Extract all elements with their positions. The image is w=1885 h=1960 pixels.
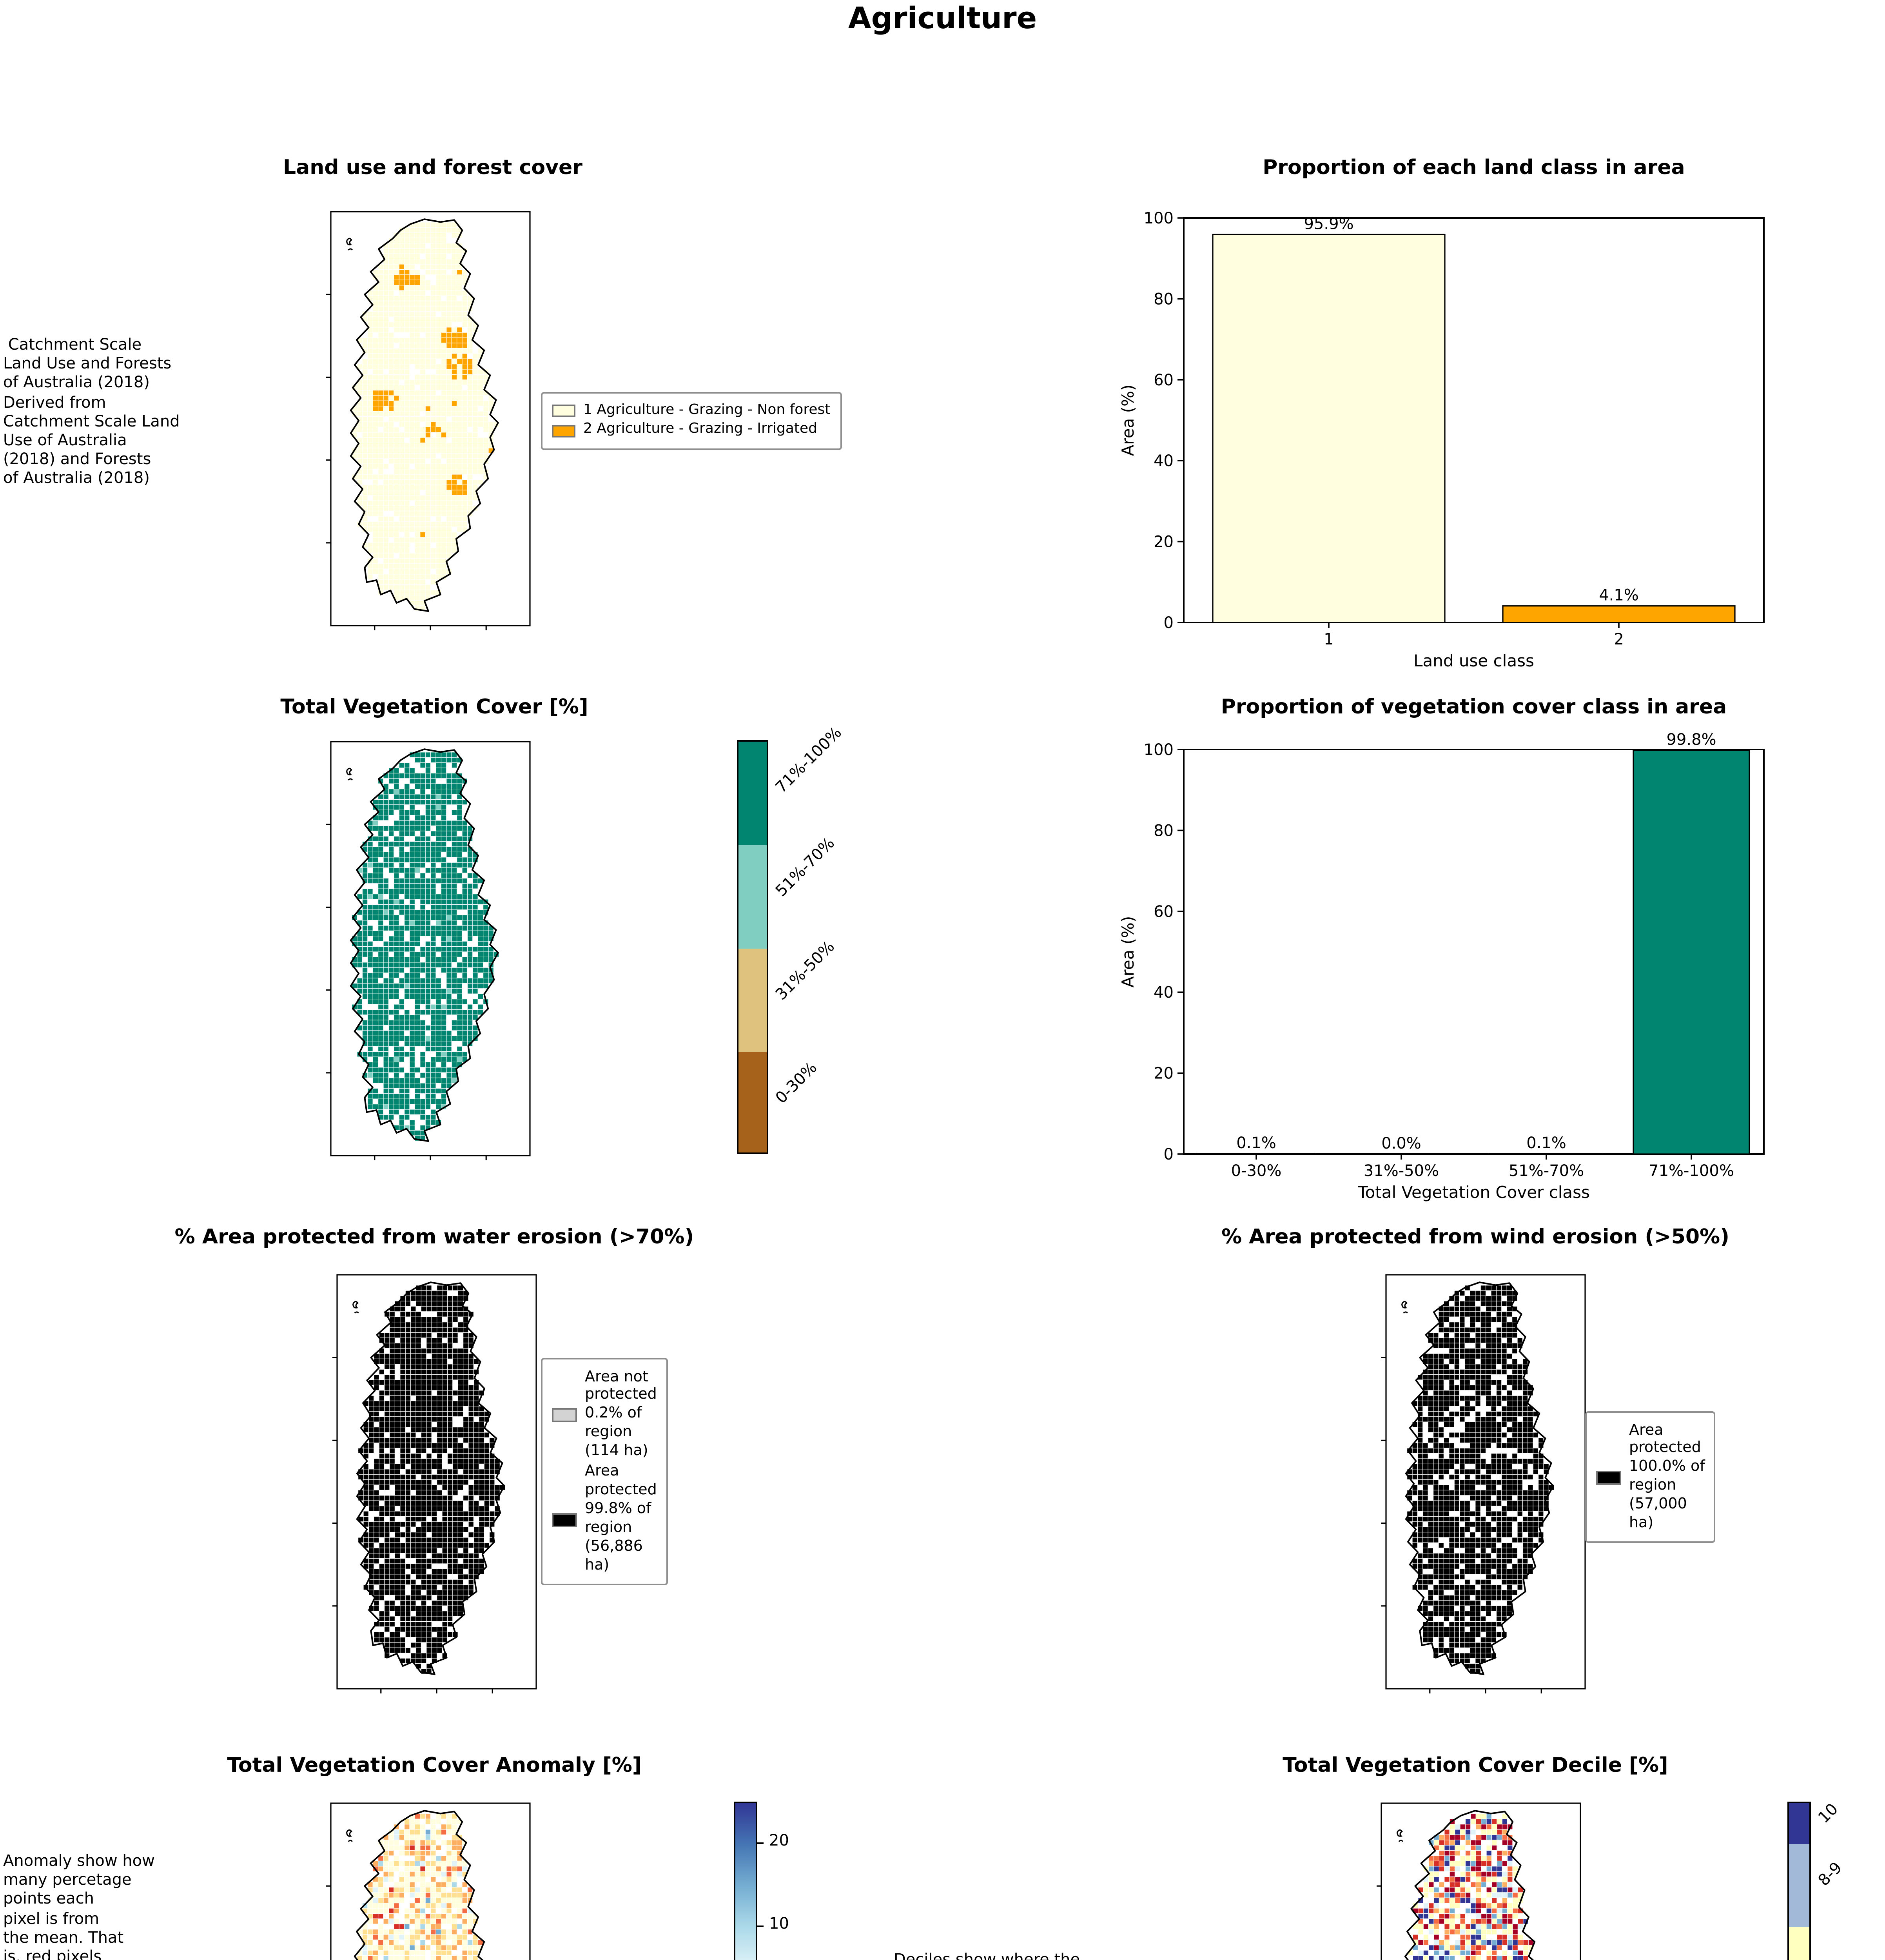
veg-cover-map: [326, 741, 531, 1160]
y-axis-label: Area (%): [1118, 385, 1138, 456]
decile-map: [1377, 1802, 1581, 1960]
veg-cover-map-title: Total Vegetation Cover [%]: [280, 696, 588, 720]
x-tick-label: 51%-70%: [1509, 1162, 1584, 1180]
legend-label: 1 Agriculture - Grazing - Non forest: [583, 402, 831, 418]
region-outline: [356, 1281, 505, 1675]
veg-cover-colorbar: 71%-100% 51%-70% 31%-50% 0-30%: [737, 724, 846, 1154]
x-tick-label: 71%-100%: [1649, 1162, 1734, 1180]
land-use-map: [326, 211, 531, 630]
y-tick-label: 0: [1164, 614, 1174, 632]
water-erosion-map-title: % Area protected from water erosion (>70…: [174, 1226, 694, 1250]
region-outline: [354, 1810, 485, 1960]
y-tick-label: 80: [1154, 822, 1174, 840]
bar: [1212, 234, 1446, 623]
land-use-legend: 1 Agriculture - Grazing - Non forest 2 Ag…: [541, 392, 842, 450]
y-tick-label: 100: [1144, 741, 1174, 759]
legend-swatch: [552, 1512, 577, 1526]
legend-label: 2 Agriculture - Grazing - Irrigated: [583, 422, 818, 438]
wind-erosion-map: [1381, 1274, 1586, 1693]
legend-swatch: [1596, 1470, 1621, 1485]
bar: [1633, 750, 1750, 1155]
y-tick-label: 20: [1154, 1065, 1174, 1083]
region-outline: [1404, 1810, 1536, 1960]
legend-entry: 1 Agriculture - Grazing - Non forest: [552, 402, 830, 420]
colorbar-body: [737, 740, 768, 1154]
colorbar-tick: [757, 1925, 763, 1927]
anomaly-map: [326, 1802, 531, 1960]
x-tick-label: 31%-50%: [1364, 1162, 1439, 1180]
legend-entry: Area not protected 0.2% of region (114 h…: [552, 1368, 657, 1461]
y-tick-label: 80: [1154, 290, 1174, 308]
bar-value-label: 99.8%: [1666, 731, 1716, 749]
legend-label: Area not protected 0.2% of region (114 h…: [585, 1368, 657, 1460]
colorbar-segment: [738, 1052, 767, 1152]
wind-erosion-map-title: % Area protected from wind erosion (>50%…: [1221, 1226, 1729, 1250]
wind-erosion-legend: Area protected 100.0% of region (57,000 …: [1585, 1411, 1716, 1543]
bar-value-label: 0.1%: [1526, 1134, 1566, 1152]
water-erosion-map: [332, 1274, 537, 1693]
y-tick-label: 100: [1144, 209, 1174, 227]
legend-entry: 2 Agriculture - Grazing - Irrigated: [552, 422, 830, 440]
legend-label: Area protected 100.0% of region (57,000 …: [1629, 1421, 1705, 1532]
anomaly-colorbar: 20100−10−20: [734, 1802, 789, 1960]
colorbar-label: 51%-70%: [773, 835, 839, 901]
decile-note: Deciles show where the pixel value lies …: [894, 1952, 1110, 1960]
bar-value-label: 0.1%: [1236, 1134, 1276, 1152]
y-tick-label: 40: [1154, 984, 1174, 1002]
anomaly-note: Anomaly show how many percetage points e…: [3, 1853, 155, 1960]
x-tick-label: 1: [1324, 630, 1333, 648]
colorbar-tick-label: 20: [769, 1833, 789, 1851]
legend-entry: Area protected 99.8% of region (56,886 h…: [552, 1464, 657, 1575]
land-use-source-note: Catchment Scale Land Use and Forests of …: [3, 337, 180, 488]
y-tick-label: 60: [1154, 903, 1174, 921]
x-tick-label: 0-30%: [1231, 1162, 1282, 1180]
legend-entry: Area protected 100.0% of region (57,000 …: [1596, 1421, 1705, 1533]
colorbar-segment: [738, 949, 767, 1052]
y-tick-label: 0: [1164, 1145, 1174, 1163]
colorbar-tick: [757, 1842, 763, 1844]
land-class-chart-title: Proportion of each land class in area: [1263, 157, 1685, 180]
x-tick-label: 2: [1614, 630, 1624, 648]
colorbar-segment: [1789, 1844, 1809, 1927]
legend-swatch: [552, 1407, 577, 1422]
bar-value-label: 95.9%: [1304, 215, 1353, 233]
bar-value-label: 0.0%: [1381, 1134, 1421, 1152]
colorbar-body: [1787, 1802, 1811, 1960]
colorbar-label: 71%-100%: [773, 724, 846, 797]
land-class-bar-chart: 0 20 40 60 80 100 1 95.9% 2 4.1% Land use class Are…: [1118, 209, 1765, 670]
colorbar-tick-label: 10: [769, 1916, 789, 1934]
region-outline: [350, 218, 499, 612]
colorbar-label: 8-9: [1816, 1859, 1846, 1890]
legend-label: Area protected 99.8% of region (56,886 h…: [585, 1463, 657, 1574]
legend-swatch: [552, 405, 575, 417]
region-outline: [1405, 1281, 1554, 1675]
x-axis-label: Land use class: [1413, 651, 1534, 670]
anomaly-map-title: Total Vegetation Cover Anomaly [%]: [227, 1755, 642, 1778]
colorbar-segment: [738, 845, 767, 949]
region-outline: [350, 748, 499, 1142]
veg-class-chart-title: Proportion of vegetation cover class in …: [1221, 696, 1727, 720]
bar: [1502, 605, 1736, 623]
y-tick-label: 40: [1154, 452, 1174, 470]
colorbar-body: [734, 1802, 757, 1960]
colorbar-segment: [1789, 1927, 1809, 1960]
decile-map-title: Total Vegetation Cover Decile [%]: [1283, 1755, 1668, 1778]
veg-class-bar-chart: 0 20 40 60 80 100 0-30% 0.1% 31%-50% 0.0% 51%-70% 0…: [1118, 731, 1765, 1202]
page-title: Agriculture: [848, 2, 1037, 36]
y-axis-label: Area (%): [1118, 916, 1138, 988]
x-axis-label: Total Vegetation Cover class: [1357, 1183, 1590, 1202]
colorbar-segment: [738, 742, 767, 845]
decile-colorbar: 108-94-72-31: [1787, 1801, 1846, 1960]
colorbar-label: 10: [1816, 1801, 1842, 1828]
y-tick-label: 60: [1154, 371, 1174, 389]
water-erosion-legend: Area not protected 0.2% of region (114 h…: [541, 1358, 668, 1586]
colorbar-label: 0-30%: [773, 1060, 821, 1108]
colorbar-segment: [1789, 1803, 1809, 1845]
legend-swatch: [552, 425, 575, 437]
colorbar-label: 31%-50%: [773, 938, 839, 1004]
land-use-map-title: Land use and forest cover: [283, 157, 582, 180]
bar-value-label: 4.1%: [1599, 586, 1639, 604]
y-tick-label: 20: [1154, 533, 1174, 551]
